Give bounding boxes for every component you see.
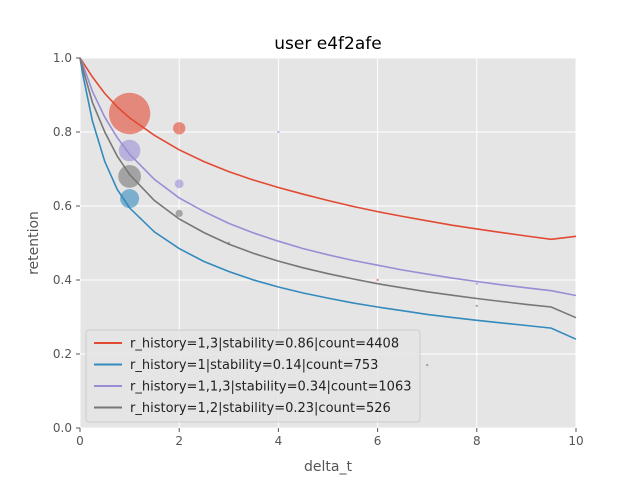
y-tick-label: 0.6 — [53, 199, 72, 213]
x-tick-label: 0 — [76, 434, 84, 448]
data-point — [175, 209, 183, 217]
data-point — [426, 363, 429, 367]
data-point — [227, 241, 230, 245]
legend-label: r_history=1|stability=0.14|count=753 — [130, 358, 378, 373]
data-point — [108, 92, 151, 135]
x-tick-label: 10 — [568, 434, 583, 448]
chart-title: user e4f2afe — [274, 34, 381, 54]
data-point — [120, 189, 140, 209]
y-tick-label: 0.2 — [53, 347, 72, 361]
data-point — [118, 165, 141, 188]
x-tick-label: 4 — [275, 434, 283, 448]
series-line-2 — [79, 57, 577, 297]
data-point — [277, 130, 280, 134]
points — [108, 92, 478, 367]
series-line-3 — [79, 57, 577, 319]
y-axis-label: retention — [26, 211, 42, 275]
data-point — [475, 304, 478, 308]
series-line-1 — [79, 57, 577, 340]
y-tick-label: 1.0 — [53, 51, 72, 65]
data-point — [173, 122, 186, 135]
y-axis: 0.0 0.2 0.4 0.6 0.8 1.0 — [53, 51, 80, 435]
legend-label: r_history=1,2|stability=0.23|count=526 — [130, 401, 391, 416]
y-tick-label: 0.4 — [53, 273, 72, 287]
y-tick-label: 0.8 — [53, 125, 72, 139]
x-tick-label: 8 — [473, 434, 481, 448]
data-point — [376, 278, 379, 282]
x-tick-label: 6 — [374, 434, 382, 448]
x-axis: 0 2 4 6 8 10 — [76, 428, 584, 448]
x-tick-label: 2 — [175, 434, 183, 448]
data-point — [174, 179, 184, 189]
legend-label: r_history=1,1,3|stability=0.34|count=106… — [130, 380, 412, 395]
y-tick-label: 0.0 — [53, 421, 72, 435]
legend: r_history=1,3|stability=0.86|count=4408r… — [85, 329, 421, 423]
data-point — [475, 282, 478, 285]
legend-label: r_history=1,3|stability=0.86|count=4408 — [130, 337, 399, 352]
x-axis-label: delta_t — [304, 459, 352, 475]
legend-box — [85, 329, 421, 423]
data-point — [118, 139, 141, 162]
